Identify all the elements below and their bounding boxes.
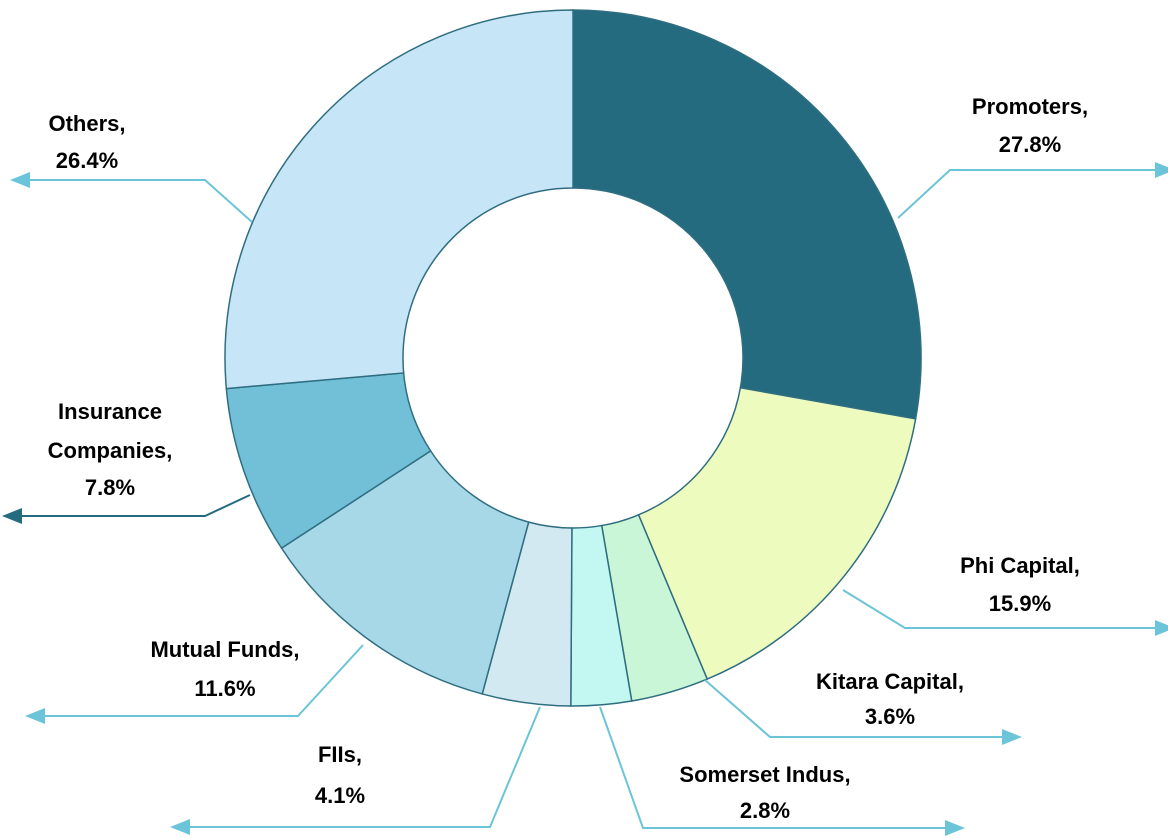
label-separator: , bbox=[1074, 553, 1080, 578]
data-label-name: Insurance bbox=[58, 399, 162, 424]
data-label-value: 11.6% bbox=[194, 676, 255, 701]
data-label-name: Companies bbox=[48, 438, 167, 463]
data-label-name: Mutual Funds, bbox=[150, 637, 299, 662]
data-label-name: Companies, bbox=[48, 438, 173, 463]
leader-line bbox=[599, 706, 965, 836]
data-label-value: 3.6% bbox=[865, 704, 915, 729]
data-label-value: 26.4% bbox=[56, 148, 118, 173]
leader-line bbox=[897, 162, 1168, 219]
leader-line bbox=[25, 644, 364, 724]
data-label-name: FIIs bbox=[318, 742, 356, 767]
label-separator: , bbox=[958, 669, 964, 694]
data-label-name: FIIs, bbox=[318, 742, 362, 767]
data-label-name: Promoters, bbox=[972, 94, 1088, 119]
data-label-name: Others bbox=[48, 111, 119, 136]
label-separator: , bbox=[293, 637, 299, 662]
donut-slice bbox=[224, 9, 574, 390]
data-label-name: Phi Capital, bbox=[960, 553, 1080, 578]
label-separator: , bbox=[844, 762, 850, 787]
data-label-name: Mutual Funds bbox=[150, 637, 293, 662]
data-label-name: Promoters bbox=[972, 94, 1082, 119]
data-label-name: Kitara Capital, bbox=[816, 669, 964, 694]
data-label-name: Somerset Indus, bbox=[679, 762, 850, 787]
leader-line bbox=[842, 589, 1168, 636]
data-label-value: 15.9% bbox=[989, 591, 1051, 616]
label-separator: , bbox=[119, 111, 125, 136]
leader-line bbox=[2, 494, 251, 524]
label-separator: , bbox=[1082, 94, 1088, 119]
donut-slice bbox=[637, 386, 917, 681]
data-label-name: Kitara Capital bbox=[816, 669, 958, 694]
data-label-value: 27.8% bbox=[999, 132, 1061, 157]
leader-line bbox=[170, 706, 541, 835]
leader-line bbox=[704, 679, 1022, 745]
label-separator: , bbox=[166, 438, 172, 463]
data-label-value: 4.1% bbox=[315, 783, 365, 808]
data-label-value: 7.8% bbox=[85, 475, 135, 500]
label-separator: , bbox=[356, 742, 362, 767]
data-label-name: Phi Capital bbox=[960, 553, 1074, 578]
donut-slice bbox=[572, 9, 922, 420]
data-label-name: Somerset Indus bbox=[679, 762, 844, 787]
data-label-value: 2.8% bbox=[740, 798, 790, 823]
donut-slice bbox=[280, 449, 530, 695]
data-label-name: Others, bbox=[48, 111, 125, 136]
leader-line bbox=[10, 172, 253, 223]
